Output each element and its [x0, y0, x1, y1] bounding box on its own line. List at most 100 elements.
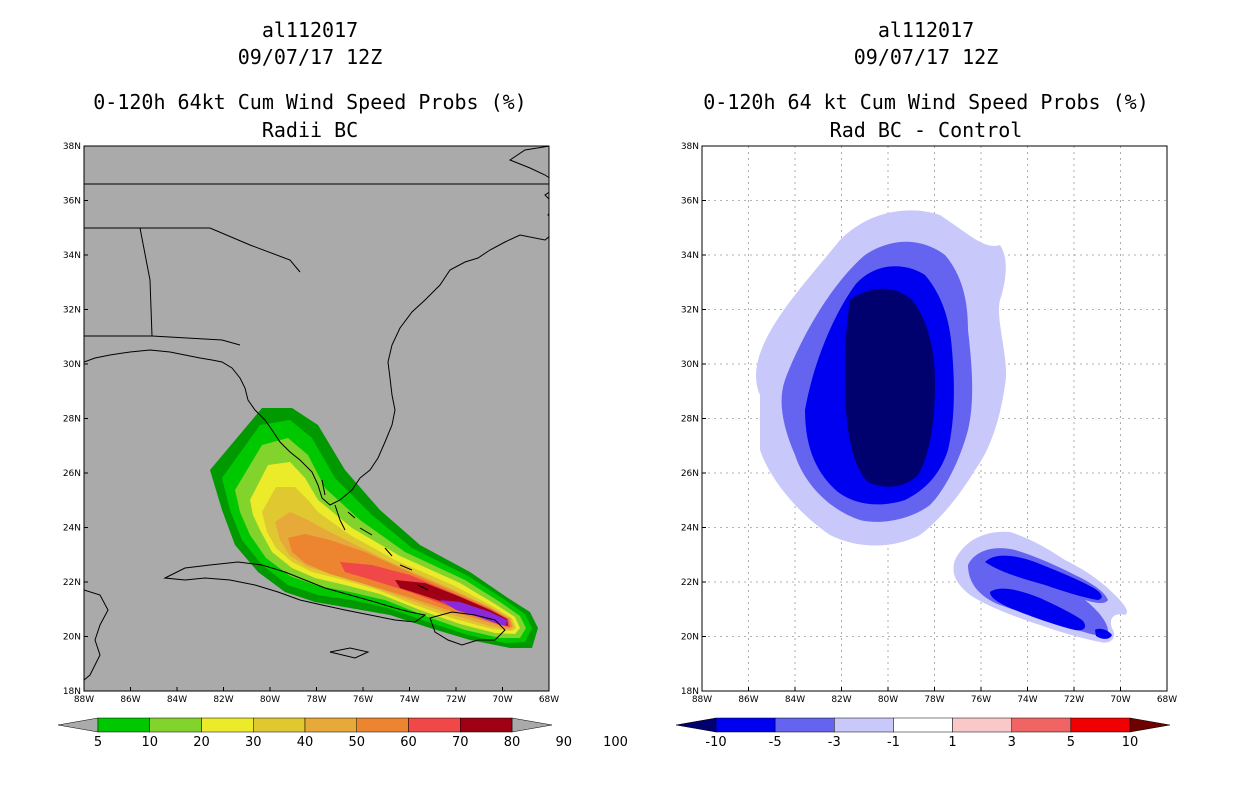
colorbar-swatch	[893, 717, 953, 733]
colorbar-swatch	[97, 717, 150, 733]
colorbar-swatch	[952, 717, 1012, 733]
colorbar-label: 90	[555, 735, 572, 750]
lat-tick-label: 28N	[63, 415, 81, 425]
lon-tick-label: 68W	[1157, 695, 1177, 705]
lat-tick-label: 28N	[681, 415, 699, 425]
lat-tick-label: 34N	[63, 251, 81, 261]
left-subtitle: Radii BC	[261, 118, 359, 142]
lat-tick-label: 32N	[681, 306, 699, 316]
state-border-ga-al	[84, 227, 153, 337]
colorbar-swatch	[149, 717, 202, 733]
colorbar-swatch	[408, 717, 461, 733]
left-title: 0-120h 64kt Cum Wind Speed Probs (%)	[93, 90, 527, 114]
lon-tick-label: 84W	[167, 695, 187, 705]
diff-lt-minus5-carib-a	[985, 555, 1102, 600]
diff-lt-minus10	[845, 288, 935, 487]
colorbar-label: 10	[1122, 735, 1139, 750]
left-coastlines	[84, 146, 549, 681]
state-border-fl	[151, 335, 241, 346]
right-subtitle: Rad BC - Control	[829, 118, 1023, 142]
colorbar-label: -3	[828, 735, 841, 750]
colorbar-swatch	[201, 717, 254, 733]
colorbar-left-arrow	[675, 717, 717, 733]
lon-tick-label: 74W	[1017, 695, 1037, 705]
lat-tick-label: 20N	[681, 633, 699, 643]
cuba-coastline	[163, 561, 427, 623]
lat-tick-label: 38N	[681, 142, 699, 152]
florida-coastline	[84, 349, 361, 506]
colorbar-swatch	[356, 717, 409, 733]
lat-tick-label: 26N	[63, 469, 81, 479]
right-colorbar: -10 -5 -3 -1 1 3 5 10	[675, 717, 1171, 750]
colorbar-label: 3	[1008, 735, 1016, 750]
yucatan-coastline	[84, 589, 109, 681]
colorbar-label: -10	[705, 735, 726, 750]
colorbar-label: -1	[887, 735, 900, 750]
hispaniola-coastline	[429, 611, 506, 646]
right-difference-field	[756, 210, 1127, 643]
left-storm-id: al112017	[261, 18, 359, 42]
left-colorbar: 5 10 20 30 40 50 60 70 80 90 100	[57, 717, 628, 750]
colorbar-label: -5	[769, 735, 782, 750]
lon-tick-label: 84W	[785, 695, 805, 705]
right-storm-id: al112017	[877, 18, 975, 42]
colorbar-swatch	[304, 717, 357, 733]
colorbar-label: 10	[141, 735, 158, 750]
colorbar-swatch	[774, 717, 835, 733]
colorbar-label: 80	[504, 735, 521, 750]
colorbar-label: 5	[1067, 735, 1075, 750]
diff-lt-minus5-carib-c	[1095, 628, 1112, 639]
colorbar-label: 40	[297, 735, 314, 750]
jamaica-coastline	[329, 647, 370, 659]
state-border-sc	[84, 227, 301, 273]
colorbar-swatch	[1070, 717, 1131, 733]
colorbar-swatch	[1011, 717, 1072, 733]
lon-tick-label: 76W	[971, 695, 991, 705]
lat-tick-label: 18N	[681, 687, 699, 697]
lat-tick-label: 20N	[63, 633, 81, 643]
lat-tick-label: 18N	[63, 687, 81, 697]
lon-tick-label: 76W	[353, 695, 373, 705]
lat-tick-label: 32N	[63, 306, 81, 316]
lon-tick-label: 68W	[539, 695, 559, 705]
lon-tick-label: 70W	[1110, 695, 1130, 705]
colorbar-right-arrow	[511, 717, 553, 733]
colorbar-label: 30	[245, 735, 262, 750]
lat-tick-label: 36N	[681, 197, 699, 207]
lon-tick-label: 78W	[306, 695, 326, 705]
lon-tick-label: 88W	[692, 695, 712, 705]
colorbar-left-arrow	[57, 717, 99, 733]
lat-tick-label: 36N	[63, 197, 81, 207]
colorbar-swatch	[834, 717, 894, 733]
colorbar-label: 20	[193, 735, 210, 750]
colorbar-label: 1	[948, 735, 956, 750]
lat-tick-label: 30N	[681, 360, 699, 370]
lat-tick-label: 22N	[63, 578, 81, 588]
lon-tick-label: 74W	[399, 695, 419, 705]
lat-tick-label: 30N	[63, 360, 81, 370]
lon-tick-label: 82W	[213, 695, 233, 705]
colorbar-swatch	[460, 717, 513, 733]
left-probability-swath	[210, 408, 538, 648]
lon-tick-label: 88W	[74, 695, 94, 705]
lon-tick-label: 78W	[924, 695, 944, 705]
lat-tick-label: 24N	[681, 524, 699, 534]
lon-tick-label: 82W	[831, 695, 851, 705]
lon-tick-label: 80W	[260, 695, 280, 705]
lat-tick-label: 22N	[681, 578, 699, 588]
lon-tick-label: 86W	[738, 695, 758, 705]
lat-tick-label: 38N	[63, 142, 81, 152]
colorbar-swatch	[715, 717, 776, 733]
lon-tick-label: 72W	[446, 695, 466, 705]
right-datetime: 09/07/17 12Z	[853, 45, 999, 69]
bahamas-islands	[321, 479, 429, 591]
swath-90	[440, 600, 507, 626]
lon-tick-label: 80W	[878, 695, 898, 705]
colorbar-label: 5	[94, 735, 102, 750]
diff-lt-minus5-carib-b	[990, 588, 1086, 631]
colorbar-label: 70	[452, 735, 469, 750]
